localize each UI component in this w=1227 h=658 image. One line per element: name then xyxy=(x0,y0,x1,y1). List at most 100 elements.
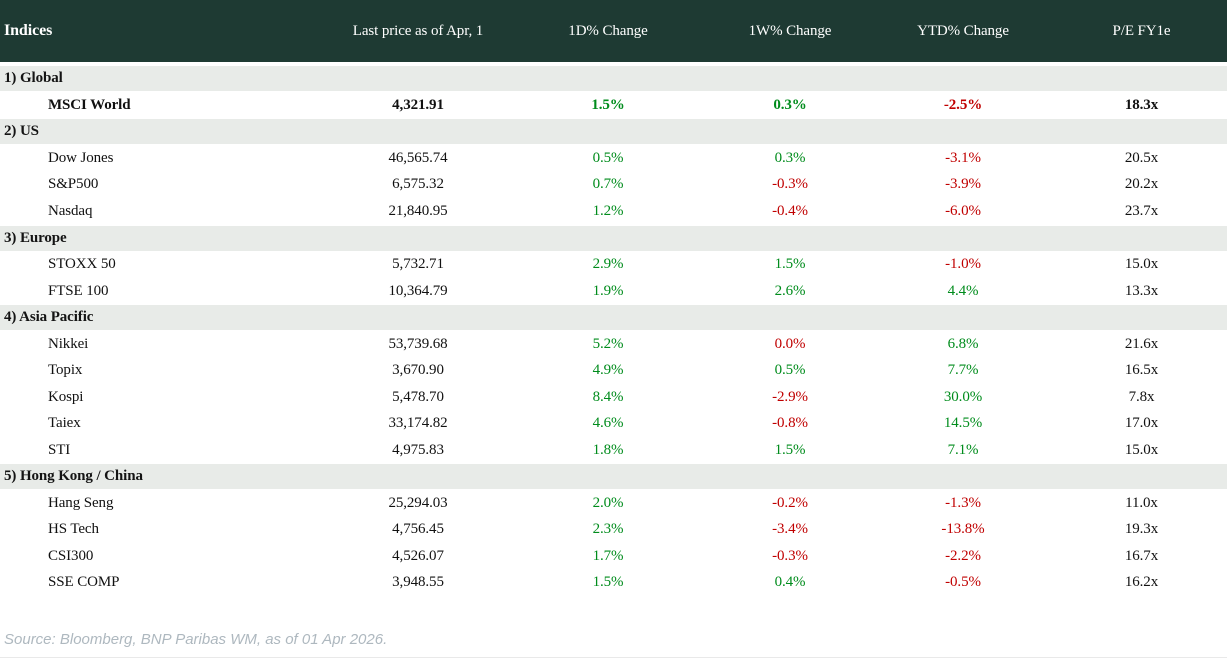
change-1d-cell: 8.4% xyxy=(592,388,624,405)
index-row: SSE COMP 3,948.55 1.5% 0.4% -0.5% 16.2x xyxy=(0,569,1227,596)
section-label: 5) Hong Kong / China xyxy=(4,468,143,485)
section-row: 2) US xyxy=(0,119,1227,145)
column-header-1w-change: 1W% Change xyxy=(748,22,832,39)
index-name-cell: Kospi xyxy=(48,388,84,405)
index-row: STOXX 50 5,732.71 2.9% 1.5% -1.0% 15.0x xyxy=(0,251,1227,278)
last-price-cell: 4,526.07 xyxy=(392,547,444,564)
change-ytd-cell: 6.8% xyxy=(947,336,979,353)
pe-cell: 17.0x xyxy=(1124,415,1159,432)
index-name-cell: MSCI World xyxy=(48,96,131,113)
last-price-cell: 53,739.68 xyxy=(388,336,448,353)
section-row: 4) Asia Pacific xyxy=(0,305,1227,331)
change-1d-cell: 1.5% xyxy=(592,574,624,591)
change-ytd-cell: 7.7% xyxy=(947,362,979,379)
pe-cell: 15.0x xyxy=(1124,441,1159,458)
pe-cell: 18.3x xyxy=(1124,96,1159,113)
change-ytd-cell: -6.0% xyxy=(945,202,981,219)
change-1w-cell: -0.3% xyxy=(772,547,808,564)
change-1d-cell: 1.9% xyxy=(592,282,624,299)
column-header-last-price: Last price as of Apr, 1 xyxy=(352,22,484,39)
change-1d-cell: 2.0% xyxy=(592,494,624,511)
index-name-cell: CSI300 xyxy=(48,547,94,564)
last-price-cell: 21,840.95 xyxy=(388,202,448,219)
index-name-cell: S&P500 xyxy=(48,176,99,193)
change-1d-cell: 1.8% xyxy=(592,441,624,458)
change-ytd-cell: -2.5% xyxy=(943,96,983,113)
pe-cell: 16.5x xyxy=(1124,362,1159,379)
section-row: 1) Global xyxy=(0,66,1227,91)
change-ytd-cell: 14.5% xyxy=(943,415,983,432)
section-row: 5) Hong Kong / China xyxy=(0,464,1227,490)
change-1w-cell: 2.6% xyxy=(774,282,806,299)
last-price-cell: 6,575.32 xyxy=(392,176,444,193)
last-price-cell: 4,975.83 xyxy=(392,441,444,458)
change-1w-cell: -2.9% xyxy=(772,388,808,405)
change-ytd-cell: -13.8% xyxy=(941,521,985,538)
change-ytd-cell: -2.2% xyxy=(945,547,981,564)
change-1w-cell: 1.5% xyxy=(774,441,806,458)
change-1d-cell: 1.7% xyxy=(592,547,624,564)
index-name-cell: HS Tech xyxy=(48,521,99,538)
change-1w-cell: -0.2% xyxy=(772,494,808,511)
change-1d-cell: 2.3% xyxy=(592,521,624,538)
section-label: 4) Asia Pacific xyxy=(4,309,94,326)
change-ytd-cell: -1.3% xyxy=(945,494,981,511)
last-price-cell: 25,294.03 xyxy=(388,494,448,511)
change-1d-cell: 1.5% xyxy=(591,96,625,113)
indices-table: Indices Last price as of Apr, 1 1D% Chan… xyxy=(0,0,1227,596)
pe-cell: 16.7x xyxy=(1124,547,1159,564)
last-price-cell: 5,478.70 xyxy=(392,388,444,405)
index-row: S&P500 6,575.32 0.7% -0.3% -3.9% 20.2x xyxy=(0,171,1227,199)
change-1w-cell: 0.3% xyxy=(773,96,807,113)
last-price-cell: 10,364.79 xyxy=(388,282,448,299)
index-row: HS Tech 4,756.45 2.3% -3.4% -13.8% 19.3x xyxy=(0,516,1227,544)
index-row: Nasdaq 21,840.95 1.2% -0.4% -6.0% 23.7x xyxy=(0,198,1227,225)
change-1d-cell: 2.9% xyxy=(592,256,624,273)
index-row: Nikkei 53,739.68 5.2% 0.0% 6.8% 21.6x xyxy=(0,331,1227,358)
index-name-cell: Hang Seng xyxy=(48,494,114,511)
change-ytd-cell: 7.1% xyxy=(947,441,979,458)
change-1w-cell: -3.4% xyxy=(772,521,808,538)
table-header-row: Indices Last price as of Apr, 1 1D% Chan… xyxy=(0,0,1227,62)
section-label: 1) Global xyxy=(4,70,63,86)
change-1d-cell: 5.2% xyxy=(592,336,624,353)
last-price-cell: 5,732.71 xyxy=(392,256,444,273)
change-1d-cell: 0.5% xyxy=(592,150,624,167)
change-1d-cell: 4.6% xyxy=(592,415,624,432)
change-1w-cell: -0.3% xyxy=(772,176,808,193)
column-header-pe: P/E FY1e xyxy=(1112,22,1171,39)
source-note: Source: Bloomberg, BNP Paribas WM, as of… xyxy=(4,631,388,648)
column-header-1d-change: 1D% Change xyxy=(568,22,648,39)
pe-cell: 15.0x xyxy=(1124,256,1159,273)
index-row: Kospi 5,478.70 8.4% -2.9% 30.0% 7.8x xyxy=(0,384,1227,411)
last-price-cell: 3,670.90 xyxy=(392,362,444,379)
index-name-cell: Taiex xyxy=(48,415,81,432)
index-row: STI 4,975.83 1.8% 1.5% 7.1% 15.0x xyxy=(0,436,1227,464)
change-ytd-cell: 4.4% xyxy=(947,282,979,299)
table-body: 1) Global MSCI World 4,321.91 1.5% 0.3% -2.5%… xyxy=(0,66,1227,596)
change-1d-cell: 0.7% xyxy=(592,176,624,193)
change-1w-cell: 0.5% xyxy=(774,362,806,379)
column-header-ytd-change: YTD% Change xyxy=(917,22,1009,39)
change-ytd-cell: -1.0% xyxy=(945,256,981,273)
last-price-cell: 33,174.82 xyxy=(388,415,448,432)
pe-cell: 7.8x xyxy=(1128,388,1155,405)
pe-cell: 19.3x xyxy=(1124,521,1159,538)
section-row: 3) Europe xyxy=(0,225,1227,251)
pe-cell: 20.5x xyxy=(1124,150,1159,167)
pe-cell: 21.6x xyxy=(1124,336,1159,353)
change-ytd-cell: -0.5% xyxy=(945,574,981,591)
pe-cell: 16.2x xyxy=(1124,574,1159,591)
change-1d-cell: 4.9% xyxy=(592,362,624,379)
change-1d-cell: 1.2% xyxy=(592,202,624,219)
column-header-indices: Indices xyxy=(4,22,53,39)
pe-cell: 23.7x xyxy=(1124,202,1159,219)
last-price-cell: 4,321.91 xyxy=(392,96,444,113)
index-row: Topix 3,670.90 4.9% 0.5% 7.7% 16.5x xyxy=(0,357,1227,385)
index-name-cell: Dow Jones xyxy=(48,150,114,167)
change-ytd-cell: -3.9% xyxy=(945,176,981,193)
pe-cell: 13.3x xyxy=(1124,282,1159,299)
index-name-cell: Topix xyxy=(48,362,83,379)
index-name-cell: STOXX 50 xyxy=(48,256,116,273)
change-1w-cell: 1.5% xyxy=(774,256,806,273)
